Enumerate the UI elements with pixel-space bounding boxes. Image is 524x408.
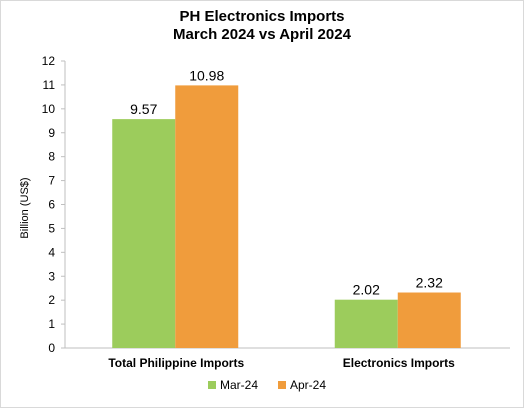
data-label: 9.57 bbox=[130, 101, 157, 117]
legend-label: Mar-24 bbox=[220, 378, 258, 392]
y-axis-title: Billion (US$) bbox=[19, 177, 31, 238]
chart-title: PH Electronics Imports March 2024 vs Apr… bbox=[0, 8, 524, 44]
y-tick-label: 11 bbox=[43, 78, 56, 92]
y-tick-label: 4 bbox=[48, 245, 55, 259]
legend-swatch bbox=[278, 381, 286, 389]
data-label: 10.98 bbox=[189, 67, 224, 83]
bar-mar-24 bbox=[334, 299, 398, 348]
legend: Mar-24 Apr-24 bbox=[208, 378, 326, 392]
y-tick-label: 1 bbox=[48, 317, 55, 331]
bars-group: 9.57 10.98 2.02 2.32 bbox=[112, 67, 461, 349]
legend-swatch bbox=[208, 381, 216, 389]
y-tick-label: 2 bbox=[48, 293, 55, 307]
bar-apr-24 bbox=[397, 292, 461, 348]
chart-title-line-1: PH Electronics Imports bbox=[179, 8, 345, 25]
y-tick-label: 5 bbox=[48, 221, 55, 235]
x-axis-labels: Total Philippine Imports Electronics Impo… bbox=[108, 356, 455, 370]
y-tick-label: 7 bbox=[48, 174, 55, 188]
y-tick-label: 8 bbox=[48, 150, 55, 164]
x-category-label: Electronics Imports bbox=[343, 356, 455, 370]
y-tick-label: 10 bbox=[42, 102, 56, 116]
legend-label: Apr-24 bbox=[290, 378, 326, 392]
data-label: 2.02 bbox=[353, 282, 380, 298]
data-label: 2.32 bbox=[416, 275, 443, 291]
y-tick-label: 3 bbox=[48, 269, 55, 283]
y-tick-label: 0 bbox=[48, 341, 55, 355]
x-category-label: Total Philippine Imports bbox=[108, 356, 244, 370]
y-tick-label: 6 bbox=[48, 198, 55, 212]
bar-mar-24 bbox=[112, 119, 176, 349]
y-tick-label: 12 bbox=[42, 54, 56, 68]
y-tick-label: 9 bbox=[48, 126, 55, 140]
chart-title-line-2: March 2024 vs April 2024 bbox=[173, 26, 351, 43]
bar-apr-24 bbox=[175, 85, 239, 349]
